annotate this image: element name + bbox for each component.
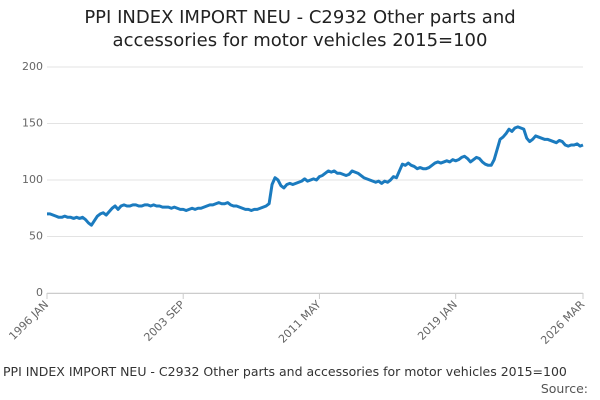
x-tick-label: 2003 SEP xyxy=(141,298,187,344)
caption: PPI INDEX IMPORT NEU - C2932 Other parts… xyxy=(3,364,567,379)
y-tick-label: 150 xyxy=(22,117,43,130)
x-tick-label: 1996 JAN xyxy=(6,298,51,343)
y-tick-label: 50 xyxy=(29,230,43,243)
x-tick-label: 2019 JAN xyxy=(415,298,460,343)
chart: 0 50 100 150 200 1996 JAN 2003 SEP 2011 MAY 2019… xyxy=(6,60,587,347)
source: Source: xyxy=(540,381,588,396)
y-tick-label: 200 xyxy=(22,60,43,73)
x-tick-label: 2026 MAR xyxy=(538,298,587,347)
y-tick-label: 100 xyxy=(22,173,43,186)
x-tick-label: 2011 MAY xyxy=(276,298,324,346)
y-tick-label: 0 xyxy=(36,286,43,299)
line-series xyxy=(47,125,584,227)
chart-title: PPI INDEX IMPORT NEU - C2932 Other parts… xyxy=(84,7,516,51)
